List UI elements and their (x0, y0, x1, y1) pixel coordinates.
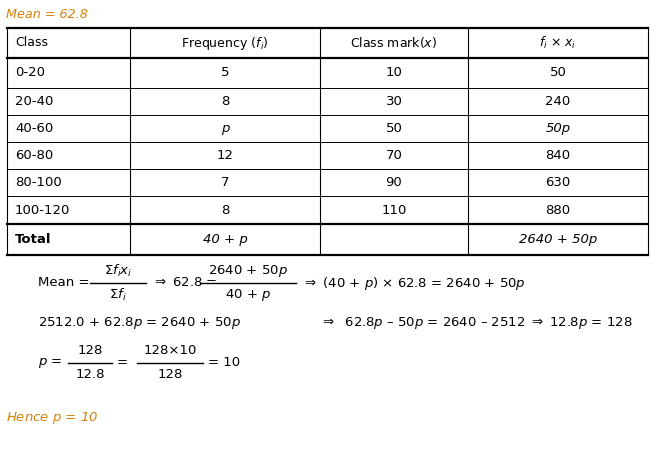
Text: 8: 8 (221, 203, 229, 217)
Text: 40-60: 40-60 (15, 122, 53, 135)
Text: 630: 630 (546, 176, 571, 189)
Text: 10: 10 (386, 67, 403, 79)
Text: 90: 90 (386, 176, 403, 189)
Text: 880: 880 (546, 203, 571, 217)
Text: Mean = 62.8: Mean = 62.8 (6, 8, 88, 20)
Text: 100-120: 100-120 (15, 203, 71, 217)
Text: 0-20: 0-20 (15, 67, 45, 79)
Text: 2512.0 + 62.8$p$ = 2640 + 50$p$: 2512.0 + 62.8$p$ = 2640 + 50$p$ (38, 315, 241, 331)
Text: $\Sigma f_i x_i$: $\Sigma f_i x_i$ (104, 263, 132, 279)
Text: 60-80: 60-80 (15, 149, 53, 162)
Text: $p$ =: $p$ = (38, 356, 63, 370)
Text: 50p: 50p (546, 122, 571, 135)
Text: Mean =: Mean = (38, 276, 90, 289)
Text: 7: 7 (221, 176, 229, 189)
Text: 2640 + 50p: 2640 + 50p (519, 233, 597, 246)
Text: Class mark($x$): Class mark($x$) (351, 35, 438, 50)
Text: 50: 50 (386, 122, 403, 135)
Text: 40 + $p$: 40 + $p$ (225, 287, 271, 303)
Text: Hence $p$ = 10: Hence $p$ = 10 (6, 410, 98, 426)
Text: 50: 50 (550, 67, 567, 79)
Text: 5: 5 (221, 67, 229, 79)
Text: Frequency ($f_i$): Frequency ($f_i$) (181, 34, 269, 52)
Text: 12: 12 (217, 149, 233, 162)
Text: 240: 240 (546, 95, 571, 108)
Text: 70: 70 (386, 149, 403, 162)
Text: 128×10: 128×10 (143, 344, 196, 357)
Text: Class: Class (15, 37, 48, 49)
Text: 20-40: 20-40 (15, 95, 53, 108)
Text: $\Rightarrow$ 62.8 =: $\Rightarrow$ 62.8 = (152, 276, 217, 289)
Text: 12.8: 12.8 (75, 368, 105, 381)
Text: =: = (117, 357, 128, 370)
Text: $\Rightarrow$  62.8$p$ – 50$p$ = 2640 – 2512 $\Rightarrow$ 12.8$p$ = 128: $\Rightarrow$ 62.8$p$ – 50$p$ = 2640 – 2… (320, 315, 633, 331)
Text: 8: 8 (221, 95, 229, 108)
Text: $\Rightarrow$ (40 + $p$) × 62.8 = 2640 + 50$p$: $\Rightarrow$ (40 + $p$) × 62.8 = 2640 +… (302, 275, 526, 291)
Text: Total: Total (15, 233, 51, 246)
Text: 2640 + 50$p$: 2640 + 50$p$ (208, 263, 288, 279)
Text: 840: 840 (546, 149, 571, 162)
Text: 128: 128 (77, 344, 103, 357)
Text: p: p (221, 122, 229, 135)
Text: 40 + p: 40 + p (202, 233, 247, 246)
Text: = 10: = 10 (208, 357, 240, 370)
Text: 110: 110 (382, 203, 407, 217)
Text: $f_i$ × $x_i$: $f_i$ × $x_i$ (539, 35, 577, 51)
Text: 128: 128 (158, 368, 183, 381)
Text: 30: 30 (386, 95, 403, 108)
Text: 80-100: 80-100 (15, 176, 62, 189)
Text: $\Sigma f_i$: $\Sigma f_i$ (109, 287, 127, 303)
